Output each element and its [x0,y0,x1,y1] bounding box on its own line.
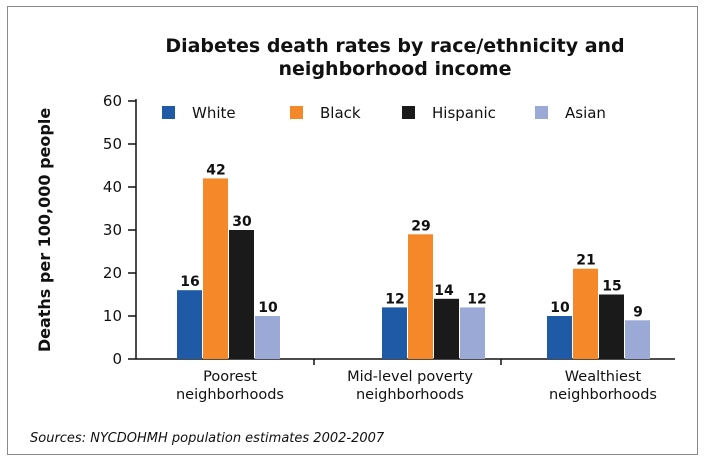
legend-label-asian: Asian [565,104,606,122]
bars: 16 42 30 10 12 29 14 12 10 21 15 9 [177,162,650,359]
y-tick-label: 40 [103,178,122,196]
bar-hispanic [599,294,624,359]
source-note: Sources: NYCDOHMH population estimates 2… [30,431,385,446]
data-label: 9 [633,304,643,320]
y-tick-label: 60 [103,92,122,110]
bar-hispanic [229,230,254,359]
category-label: Poorest [203,369,257,385]
category-label: neighborhoods [549,387,657,403]
y-axis-label: Deaths per 100,000 people [35,108,54,353]
bar-white [547,316,572,359]
data-label: 29 [411,218,430,234]
bar-asian [460,307,485,359]
legend-label-hispanic: Hispanic [432,104,496,122]
data-label: 42 [206,162,225,178]
chart-title: Diabetes death rates by race/ethnicity a… [165,35,624,80]
legend-swatch-asian [535,106,548,119]
data-label: 10 [258,300,278,316]
bar-white [177,290,202,359]
bar-black [203,178,228,359]
data-label: 12 [385,291,404,307]
data-label: 12 [467,291,486,307]
bar-asian [625,320,650,359]
data-label: 14 [434,283,454,299]
bar-hispanic [434,298,459,359]
category-labels: Poorest neighborhoods Mid-level poverty nei… [176,369,657,403]
category-label: neighborhoods [356,387,464,403]
legend-swatch-hispanic [402,106,415,119]
y-tick-label: 50 [103,135,122,153]
category-label: neighborhoods [176,387,284,403]
data-label: 16 [180,274,199,290]
chart-title-line-2: neighborhood income [279,58,512,80]
category-label: Mid-level poverty [347,369,473,385]
bar-white [382,307,407,359]
legend-swatch-white [162,106,175,119]
y-tick-label: 30 [103,221,122,239]
category-label: Wealthiest [565,369,642,385]
bar-black [573,268,598,359]
bar-black [408,234,433,359]
bar-asian [255,316,280,359]
chart-frame [7,6,698,455]
chart-title-line-1: Diabetes death rates by race/ethnicity a… [165,35,624,57]
legend-label-white: White [192,104,236,122]
data-label: 15 [602,279,621,295]
data-label: 30 [232,214,252,230]
y-tick-label: 20 [103,264,122,282]
data-label: 10 [550,300,570,316]
legend-swatch-black [290,106,303,119]
legend-label-black: Black [320,104,361,122]
y-tick-label: 0 [112,350,122,368]
legend: White Black Hispanic Asian [162,104,606,122]
data-label: 21 [576,253,595,269]
y-tick-label: 10 [103,307,122,325]
